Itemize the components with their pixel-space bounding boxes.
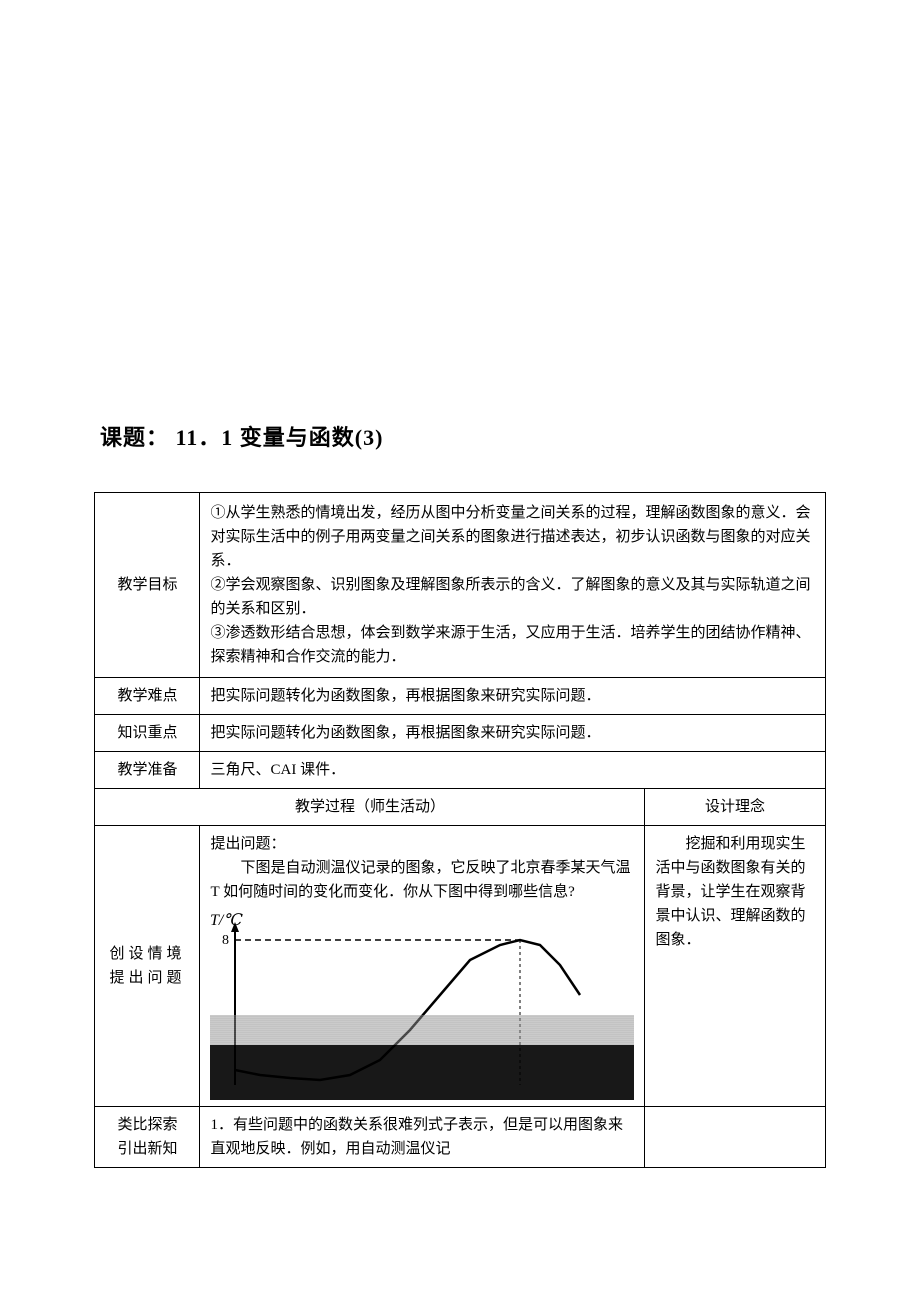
rationale-header: 设计理念 [645,789,825,826]
context-body: 下图是自动测温仪记录的图象，它反映了北京春季某天气温 T 如何随时间的变化而变化… [210,856,634,904]
keypoint-label: 知识重点 [95,715,200,752]
table-row: 教学难点 把实际问题转化为函数图象，再根据图象来研究实际问题． [95,678,825,715]
lesson-plan-table: 教学目标 ①从学生熟悉的情境出发，经历从图中分析变量之间关系的过程，理解函数图象… [94,492,825,1168]
context-content: 提出问题： 下图是自动测温仪记录的图象，它反映了北京春季某天气温 T 如何随时间… [200,826,645,1107]
context-intro: 提出问题： [210,832,634,856]
table-row: 类比探索引出新知 1．有些问题中的函数关系很难列式子表示，但是可以用图象来直观地… [95,1107,825,1168]
context-label: 创设情境提出问题 [95,826,200,1107]
document-title: 课题： 11．1 变量与函数(3) [0,420,920,452]
explore-label: 类比探索引出新知 [95,1107,200,1168]
difficulty-content: 把实际问题转化为函数图象，再根据图象来研究实际问题． [200,678,825,715]
temperature-chart: T/℃ 8 [210,910,634,1100]
context-rationale-text: 挖掘和利用现实生活中与函数图象有关的背景，让学生在观察背景中认识、理解函数的图象… [655,832,814,952]
chart-noise-dark [210,1045,634,1100]
difficulty-label: 教学难点 [95,678,200,715]
goal-content: ①从学生熟悉的情境出发，经历从图中分析变量之间关系的过程，理解函数图象的意义．会… [200,493,825,678]
goal-text: ①从学生熟悉的情境出发，经历从图中分析变量之间关系的过程，理解函数图象的意义．会… [210,499,814,671]
explore-rationale [645,1107,825,1168]
table-row: 创设情境提出问题 提出问题： 下图是自动测温仪记录的图象，它反映了北京春季某天气… [95,826,825,1107]
chart-noise-gray [210,1015,634,1045]
prep-content: 三角尺、CAI 课件． [200,752,825,789]
process-header: 教学过程（师生活动） [95,789,645,826]
chart-y-value: 8 [222,933,229,948]
context-rationale: 挖掘和利用现实生活中与函数图象有关的背景，让学生在观察背景中认识、理解函数的图象… [645,826,825,1107]
table-row: 知识重点 把实际问题转化为函数图象，再根据图象来研究实际问题． [95,715,825,752]
table-row: 教学目标 ①从学生熟悉的情境出发，经历从图中分析变量之间关系的过程，理解函数图象… [95,493,825,678]
prep-label: 教学准备 [95,752,200,789]
table-row: 教学准备 三角尺、CAI 课件． [95,752,825,789]
explore-content: 1．有些问题中的函数关系很难列式子表示，但是可以用图象来直观地反映．例如，用自动… [200,1107,645,1168]
chart-y-label: T/℃ [210,912,243,929]
goal-label: 教学目标 [95,493,200,678]
table-row: 教学过程（师生活动） 设计理念 [95,789,825,826]
keypoint-content: 把实际问题转化为函数图象，再根据图象来研究实际问题． [200,715,825,752]
